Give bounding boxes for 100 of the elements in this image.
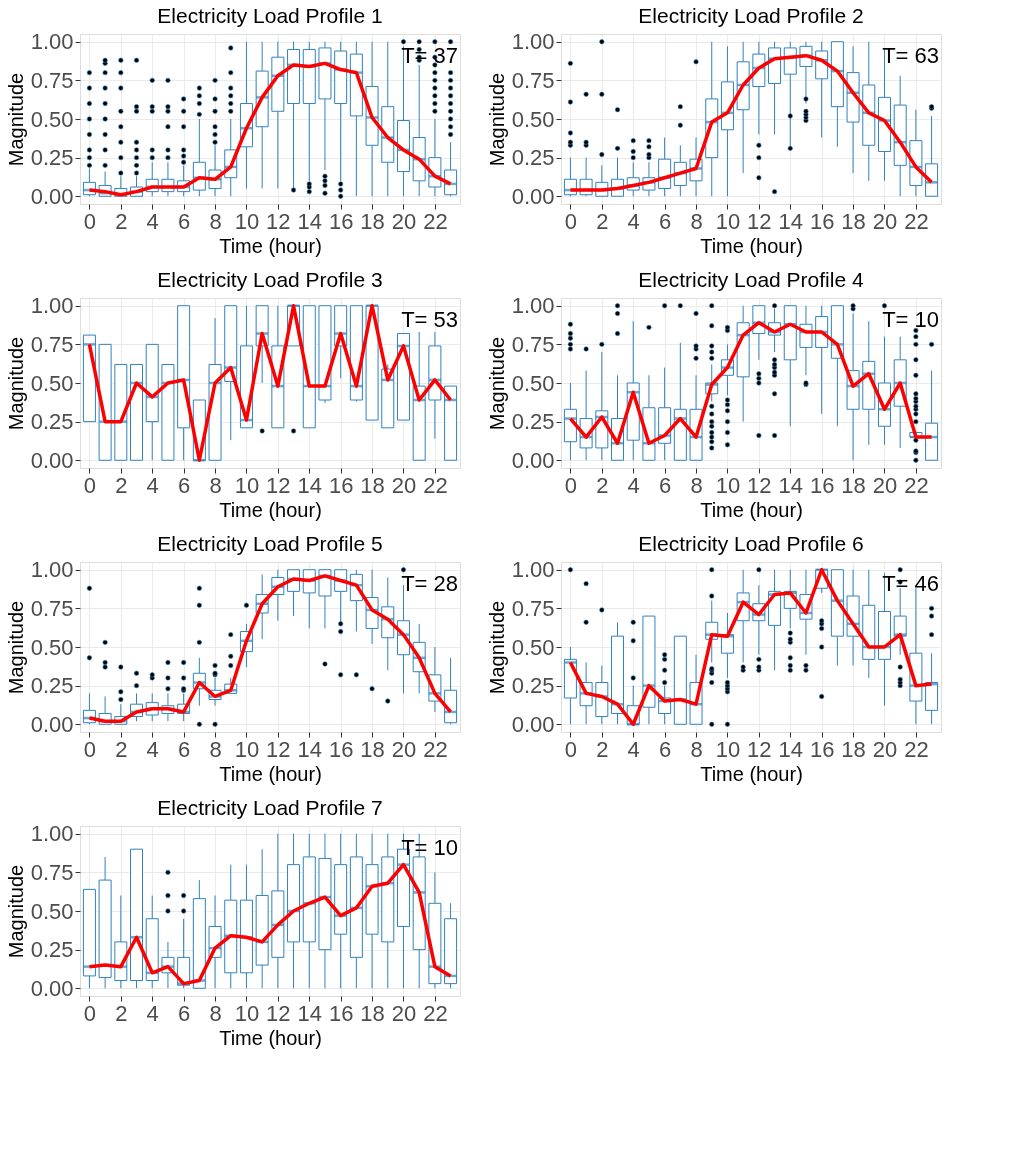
x-tick-label: 10 — [234, 1000, 260, 1026]
x-tick-label: 20 — [872, 736, 898, 762]
y-axis-title: Magnitude — [4, 600, 27, 695]
x-tick-label: 8 — [209, 208, 222, 234]
y-axis-title: Magnitude — [485, 336, 508, 431]
x-tick-label: 14 — [778, 208, 803, 234]
y-tick-label: 0.75 — [30, 331, 74, 357]
y-tick-label: 0.50 — [30, 370, 74, 396]
x-tick-label: 20 — [391, 1000, 417, 1026]
x-tick-label: 22 — [904, 472, 929, 498]
x-tick-label: 2 — [596, 736, 609, 762]
x-tick-label: 2 — [115, 1000, 128, 1026]
x-tick-label: 16 — [328, 1000, 354, 1026]
chart-title: Electricity Load Profile 4 — [638, 267, 864, 291]
y-tick-label: 0.25 — [511, 409, 555, 435]
x-tick-label: 10 — [715, 472, 741, 498]
y-tick-label: 0.50 — [511, 634, 555, 660]
y-tick-label: 0.75 — [511, 331, 555, 357]
x-tick-label: 6 — [178, 472, 191, 498]
chart-title: Electricity Load Profile 5 — [157, 531, 383, 555]
x-axis-title: Time (hour) — [219, 1026, 322, 1049]
x-axis-title: Time (hour) — [700, 498, 803, 521]
x-tick-label: 2 — [596, 472, 609, 498]
y-tick-label: 0.00 — [30, 447, 74, 473]
annotation: T= 10 — [882, 307, 939, 332]
x-tick-label: 20 — [872, 208, 898, 234]
x-tick-label: 6 — [659, 208, 672, 234]
x-tick-label: 6 — [659, 472, 672, 498]
y-tick-label: 0.75 — [30, 595, 74, 621]
x-tick-label: 22 — [423, 208, 448, 234]
y-axis-title: Magnitude — [485, 600, 508, 695]
x-axis-title: Time (hour) — [700, 762, 803, 785]
x-tick-label: 20 — [391, 736, 417, 762]
x-tick-label: 16 — [809, 472, 835, 498]
x-tick-label: 12 — [266, 736, 291, 762]
x-tick-label: 14 — [778, 736, 803, 762]
x-tick-label: 12 — [747, 472, 772, 498]
x-tick-label: 14 — [297, 1000, 322, 1026]
x-tick-label: 4 — [146, 736, 159, 762]
x-tick-label: 20 — [391, 472, 417, 498]
y-tick-label: 0.25 — [511, 673, 555, 699]
x-tick-label: 16 — [328, 208, 354, 234]
x-tick-label: 8 — [209, 736, 222, 762]
x-axis-title: Time (hour) — [219, 762, 322, 785]
x-tick-label: 10 — [715, 736, 741, 762]
y-tick-label: 0.50 — [30, 898, 74, 924]
y-tick-label: 0.50 — [511, 106, 555, 132]
x-tick-label: 2 — [115, 736, 128, 762]
y-tick-label: 0.50 — [511, 370, 555, 396]
y-tick-label: 1.00 — [30, 557, 74, 583]
y-tick-label: 0.00 — [30, 975, 74, 1001]
y-tick-label: 0.00 — [30, 711, 74, 737]
annotation: T= 28 — [401, 571, 458, 596]
x-tick-label: 10 — [715, 208, 741, 234]
x-tick-label: 18 — [360, 472, 385, 498]
x-tick-label: 20 — [391, 208, 417, 234]
x-tick-label: 8 — [690, 736, 703, 762]
x-tick-label: 8 — [209, 1000, 222, 1026]
x-tick-label: 4 — [146, 208, 159, 234]
x-tick-label: 2 — [115, 208, 128, 234]
chart-title: Electricity Load Profile 3 — [157, 267, 383, 291]
x-tick-label: 22 — [904, 736, 929, 762]
x-tick-label: 16 — [809, 736, 835, 762]
y-axis-title: Magnitude — [4, 336, 27, 431]
x-tick-label: 20 — [872, 472, 898, 498]
x-tick-label: 8 — [209, 472, 222, 498]
x-tick-label: 18 — [841, 472, 866, 498]
x-tick-label: 4 — [627, 472, 640, 498]
x-tick-label: 12 — [747, 208, 772, 234]
y-tick-label: 0.75 — [511, 595, 555, 621]
x-tick-label: 0 — [83, 1000, 97, 1026]
y-tick-label: 0.25 — [30, 409, 74, 435]
x-tick-label: 12 — [266, 472, 291, 498]
y-tick-label: 0.50 — [30, 634, 74, 660]
x-tick-label: 4 — [146, 1000, 159, 1026]
x-tick-label: 14 — [297, 208, 322, 234]
x-tick-label: 14 — [297, 472, 322, 498]
y-tick-label: 0.00 — [30, 183, 74, 209]
x-tick-label: 18 — [841, 736, 866, 762]
annotation: T= 53 — [401, 307, 458, 332]
y-tick-label: 0.25 — [30, 145, 74, 171]
x-tick-label: 22 — [423, 472, 448, 498]
x-tick-label: 10 — [234, 472, 260, 498]
y-tick-label: 1.00 — [30, 821, 74, 847]
x-tick-label: 16 — [328, 472, 354, 498]
x-tick-label: 12 — [747, 736, 772, 762]
x-tick-label: 6 — [659, 736, 672, 762]
y-tick-label: 0.00 — [511, 183, 555, 209]
x-axis-title: Time (hour) — [700, 234, 803, 257]
x-tick-label: 4 — [146, 472, 159, 498]
x-tick-label: 6 — [178, 736, 191, 762]
x-tick-label: 12 — [266, 1000, 291, 1026]
y-axis-title: Magnitude — [4, 864, 27, 959]
x-tick-label: 16 — [328, 736, 354, 762]
x-tick-label: 18 — [360, 1000, 385, 1026]
y-tick-label: 0.25 — [30, 673, 74, 699]
y-tick-label: 0.00 — [511, 447, 555, 473]
chart-title: Electricity Load Profile 2 — [638, 3, 864, 27]
y-tick-label: 0.25 — [30, 937, 74, 963]
x-tick-label: 0 — [564, 208, 578, 234]
